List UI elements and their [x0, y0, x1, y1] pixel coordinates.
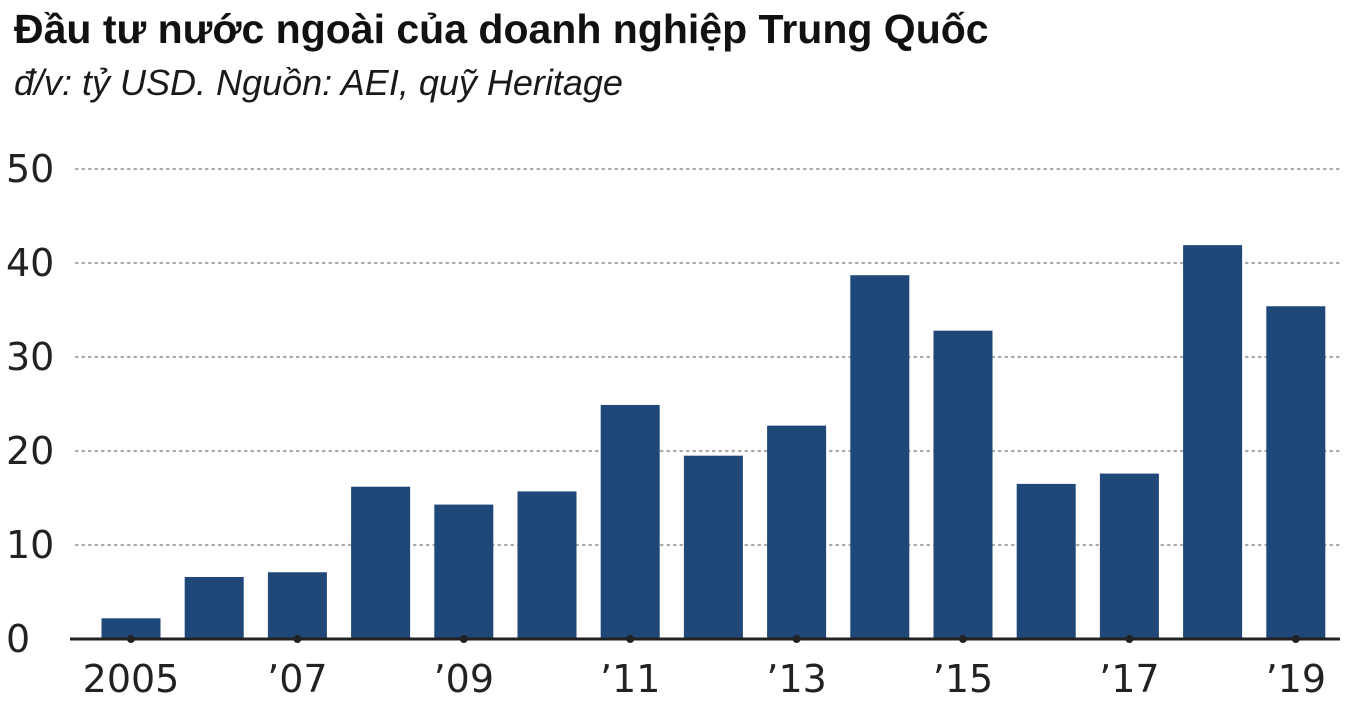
- bar-2016: [1016, 483, 1076, 639]
- x-tick-label-2009: ’09: [434, 657, 494, 701]
- x-tick-label-2019: ’19: [1266, 657, 1326, 701]
- bar-2006: [184, 576, 244, 639]
- y-tick-label-50: 50: [6, 147, 54, 191]
- x-tick-label-2017: ’17: [1099, 657, 1159, 701]
- bar-2018: [1183, 245, 1243, 639]
- bar-2012: [683, 455, 743, 639]
- bar-2005: [101, 618, 161, 639]
- x-tick-mark-2007: [293, 635, 302, 643]
- bar-2017: [1099, 473, 1159, 639]
- x-axis-ticks: 2005 ’07 ’09 ’11 ’13 ’15 ’17 ’19: [83, 635, 1326, 701]
- x-tick-label-2013: ’13: [766, 657, 826, 701]
- y-tick-label-20: 20: [6, 429, 54, 473]
- bar-2011: [600, 404, 660, 639]
- x-tick-mark-2009: [459, 635, 468, 643]
- chart-subtitle: đ/v: tỷ USD. Nguồn: AEI, quỹ Heritage: [14, 62, 623, 103]
- bar-2010: [517, 491, 577, 639]
- x-tick-label-2007: ’07: [267, 657, 327, 701]
- bars: [101, 245, 1326, 639]
- y-tick-label-40: 40: [6, 241, 54, 285]
- y-tick-label-30: 30: [6, 335, 54, 379]
- x-tick-mark-2013: [792, 635, 801, 643]
- x-tick-mark-2017: [1125, 635, 1134, 643]
- x-tick-mark-2015: [959, 635, 967, 643]
- chart-title: Đầu tư nước ngoài của doanh nghiệp Trung…: [14, 6, 989, 52]
- x-tick-mark-2011: [626, 635, 635, 643]
- bar-2007: [267, 572, 327, 639]
- x-tick-mark-2005: [127, 635, 135, 643]
- y-tick-label-10: 10: [6, 523, 54, 567]
- bar-2019: [1266, 306, 1326, 639]
- bar-2014: [850, 275, 910, 639]
- y-tick-label-0: 0: [6, 617, 30, 661]
- bar-2008: [351, 486, 411, 639]
- x-tick-label-2015: ’15: [933, 657, 993, 701]
- bar-2013: [767, 425, 827, 639]
- bar-2009: [434, 504, 494, 639]
- x-tick-mark-2019: [1291, 635, 1300, 643]
- x-tick-label-2011: ’11: [600, 657, 660, 701]
- y-axis-ticks: 0 10 20 30 40 50: [6, 147, 54, 661]
- x-tick-label-2005: 2005: [83, 657, 180, 701]
- bar-2015: [933, 330, 993, 639]
